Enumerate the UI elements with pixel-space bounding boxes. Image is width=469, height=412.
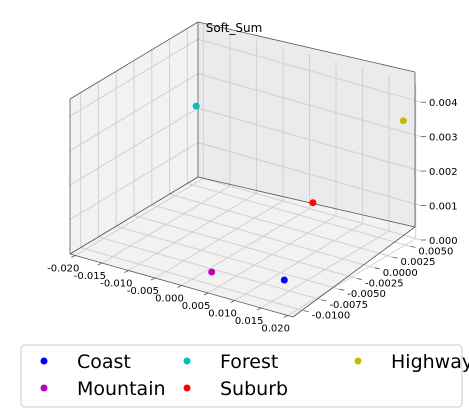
- y-tick-label: -0.0050: [347, 289, 386, 300]
- x-tick-mark: [256, 307, 262, 311]
- x-tick-label: 0.005: [182, 301, 211, 312]
- floor-pane: [70, 177, 415, 317]
- x-tick-mark: [230, 300, 235, 303]
- legend-label-suburb: Suburb: [220, 378, 288, 400]
- x-tick-mark: [124, 270, 129, 273]
- x-tick-label: 0.000: [155, 294, 184, 305]
- x-tick-mark: [97, 262, 103, 266]
- x-tick-label: -0.010: [100, 279, 132, 290]
- data-point-mountain: [208, 268, 216, 276]
- legend-label-coast: Coast: [77, 351, 131, 373]
- legend-marker-highway: [354, 357, 362, 365]
- legend-marker-suburb: [183, 384, 191, 392]
- y-tick-mark: [392, 256, 398, 259]
- data-point-suburb: [309, 199, 317, 207]
- x-tick-mark: [71, 255, 76, 258]
- z-tick-label: 0.004: [429, 98, 458, 109]
- legend-marker-mountain: [40, 384, 48, 392]
- legend-marker-forest: [183, 357, 191, 365]
- z-tick-label: 0.002: [429, 167, 458, 178]
- y-tick-label: -0.0100: [312, 311, 351, 322]
- legend-frame: [20, 344, 463, 408]
- top-back-edge-line: [197, 21, 416, 73]
- axes-panes: [70, 22, 415, 317]
- legend-marker-coast: [40, 357, 48, 365]
- y-tick-mark: [410, 246, 416, 248]
- x-tick-label: -0.020: [47, 264, 79, 275]
- legend-label-forest: Forest: [220, 351, 278, 373]
- back-wall-pane: [198, 22, 415, 227]
- y-tick-label: 0.0000: [383, 268, 418, 279]
- y-tick-mark: [374, 267, 380, 270]
- floor-left-edge-line: [69, 176, 199, 255]
- z-tick-label: 0.000: [429, 236, 458, 247]
- floor-back-edge-line: [197, 176, 416, 228]
- legend-label-mountain: Mountain: [77, 378, 166, 400]
- data-point-highway: [399, 117, 407, 125]
- y-tick-label: 0.0025: [401, 257, 436, 268]
- y-tick-label: -0.0025: [365, 279, 404, 290]
- data-point-coast: [280, 276, 288, 284]
- z-tick-label: 0.003: [429, 133, 458, 144]
- y-tick-mark: [356, 278, 363, 280]
- x-tick-mark: [283, 315, 288, 318]
- y-tick-label: 0.0050: [418, 246, 453, 257]
- x-tick-mark: [203, 292, 209, 296]
- y-tick-mark: [303, 310, 309, 312]
- y-axis-line: [292, 226, 416, 318]
- x-tick-mark: [177, 285, 182, 288]
- legend: Coast Forest Highway Mountain Suburb: [20, 344, 469, 408]
- axis-lines: [69, 21, 426, 318]
- legend-label-highway: Highway: [391, 351, 469, 373]
- y-tick-mark: [339, 288, 345, 291]
- x-tick-label: 0.015: [235, 316, 264, 327]
- x-tick-label: 0.020: [261, 324, 290, 335]
- tick-labels: -0.020-0.015-0.010-0.0050.0000.0050.0100…: [47, 98, 457, 334]
- y-tick-label: -0.0075: [329, 300, 368, 311]
- x-tick-mark: [150, 277, 156, 281]
- data-points: [192, 102, 407, 284]
- chart-title: Soft_Sum: [206, 21, 263, 35]
- x-tick-label: -0.015: [74, 271, 106, 282]
- z-tick-label: 0.001: [429, 202, 458, 213]
- x-tick-label: -0.005: [127, 286, 159, 297]
- x-tick-label: 0.010: [208, 309, 237, 320]
- data-point-forest: [192, 102, 200, 110]
- y-tick-mark: [321, 299, 327, 302]
- top-left-edge-line: [69, 21, 199, 100]
